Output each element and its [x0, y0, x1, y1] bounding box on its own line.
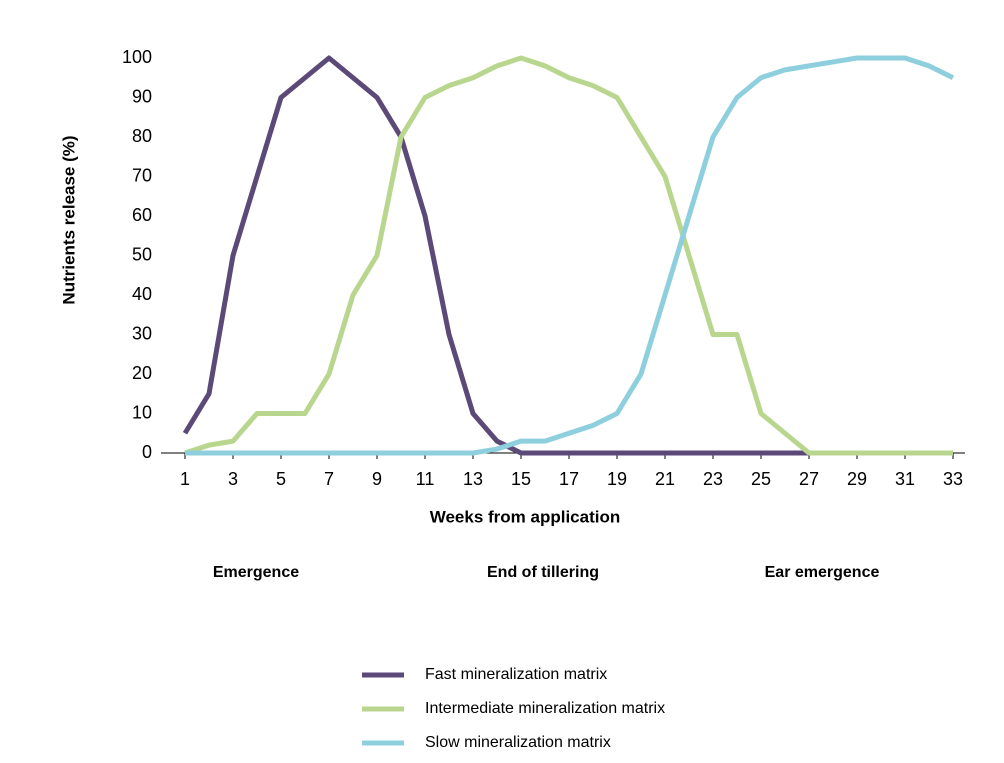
x-tick-label: 3 [228, 469, 238, 489]
x-tick-label: 25 [751, 469, 771, 489]
x-tick-label: 33 [943, 469, 963, 489]
x-tick-label: 7 [324, 469, 334, 489]
line-series [182, 55, 809, 456]
y-tick-label: 90 [132, 86, 152, 106]
y-tick-label: 40 [132, 284, 152, 304]
x-tick-label: 29 [847, 469, 867, 489]
y-tick-label: 100 [122, 47, 152, 67]
legend-label: Slow mineralization matrix [425, 734, 611, 751]
y-tick-label: 30 [132, 323, 152, 343]
annotation: End of tillering [487, 564, 599, 581]
y-tick-label: 20 [132, 363, 152, 383]
x-tick-label: 23 [703, 469, 723, 489]
x-tick-label: 15 [511, 469, 531, 489]
x-axis-title: Weeks from application [430, 507, 621, 526]
y-tick-label: 10 [132, 402, 152, 422]
annotation: Emergence [213, 564, 299, 581]
x-tick-label: 5 [276, 469, 286, 489]
x-tick-label: 21 [655, 469, 675, 489]
annotation: Ear emergence [765, 564, 880, 581]
y-tick-label: 60 [132, 205, 152, 225]
legend-label: Fast mineralization matrix [425, 666, 607, 683]
y-tick-label: 80 [132, 126, 152, 146]
y-tick-label: 0 [142, 442, 152, 462]
x-tick-label: 17 [559, 469, 579, 489]
x-tick-label: 1 [180, 469, 190, 489]
x-tick-label: 19 [607, 469, 627, 489]
x-tick-label: 27 [799, 469, 819, 489]
y-tick-label: 50 [132, 244, 152, 264]
x-tick-label: 13 [463, 469, 483, 489]
legend-label: Intermediate mineralization matrix [425, 700, 665, 717]
line-series [185, 55, 955, 456]
y-axis-title: Nutrients release (%) [59, 135, 78, 304]
x-tick-label: 11 [416, 469, 435, 489]
line-series [184, 55, 953, 456]
x-tick-label: 9 [372, 469, 382, 489]
y-tick-label: 70 [132, 165, 152, 185]
x-tick-label: 31 [895, 469, 915, 489]
